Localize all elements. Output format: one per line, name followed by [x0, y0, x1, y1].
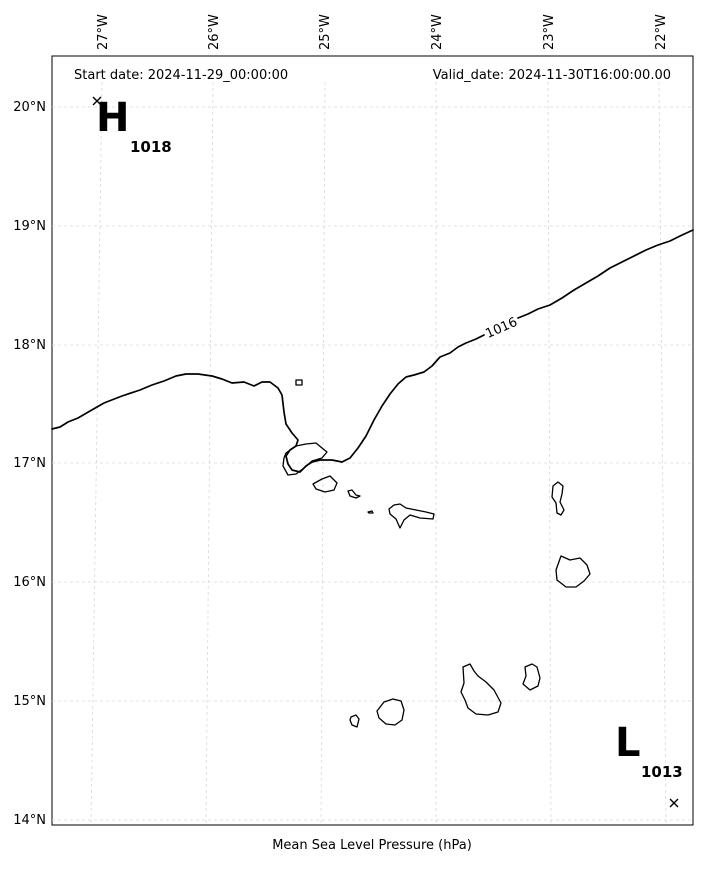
low-pressure-center: L 1013 [615, 720, 683, 808]
start-date-label: Start date: 2024-11-29_00:00:00 [74, 68, 288, 83]
lat-tick-label: 18°N [13, 338, 46, 353]
island-raso [367, 510, 374, 514]
gridline-lon-26 [205, 81, 214, 826]
lon-tick-label: 26°W [207, 14, 222, 50]
map-frame [51, 55, 694, 826]
high-pressure-center: H 1018 [92, 95, 172, 156]
high-pressure-letter: H [96, 95, 129, 141]
lon-tick-label: 22°W [654, 14, 669, 50]
island-boa-vista [555, 555, 591, 588]
island-santa-luzia [347, 489, 361, 499]
lat-tick-label: 20°N [13, 100, 46, 115]
island-fogo [376, 698, 405, 726]
gridline-lon-25 [320, 81, 326, 826]
lat-tick-label: 14°N [13, 813, 46, 828]
island-santiago [460, 663, 502, 716]
lat-tick-label: 15°N [13, 694, 46, 709]
island-sal [551, 481, 565, 516]
coastlines [282, 379, 591, 728]
low-pressure-letter: L [615, 720, 641, 766]
lat-tick-label: 17°N [13, 456, 46, 471]
gridline-lon-27 [90, 81, 103, 826]
lon-tick-labels: 27°W 26°W 25°W 24°W 23°W 22°W [96, 14, 669, 50]
island-sao-vicente [312, 475, 338, 493]
low-pressure-value: 1013 [641, 763, 683, 781]
lat-tick-label: 16°N [13, 575, 46, 590]
lon-tick-label: 27°W [96, 14, 111, 50]
high-pressure-value: 1018 [130, 138, 172, 156]
lon-tick-label: 24°W [430, 14, 445, 50]
lat-tick-label: 19°N [13, 219, 46, 234]
valid-date-label: Valid_date: 2024-11-30T16:00:00.00 [433, 68, 671, 83]
lat-tick-labels: 20°N 19°N 18°N 17°N 16°N 15°N 14°N [13, 100, 46, 828]
graticule [52, 81, 693, 826]
map-caption: Mean Sea Level Pressure (hPa) [272, 838, 472, 853]
low-center-marker [669, 798, 679, 808]
high-center-marker [92, 96, 102, 106]
lon-tick-label: 25°W [318, 14, 333, 50]
isobar-1016-line [51, 229, 694, 473]
island-sao-nicolau [388, 503, 435, 529]
island-brava [349, 714, 360, 728]
island-islet [295, 379, 303, 386]
lon-tick-label: 23°W [542, 14, 557, 50]
island-santo-antao [282, 442, 328, 476]
island-maio [522, 663, 541, 691]
